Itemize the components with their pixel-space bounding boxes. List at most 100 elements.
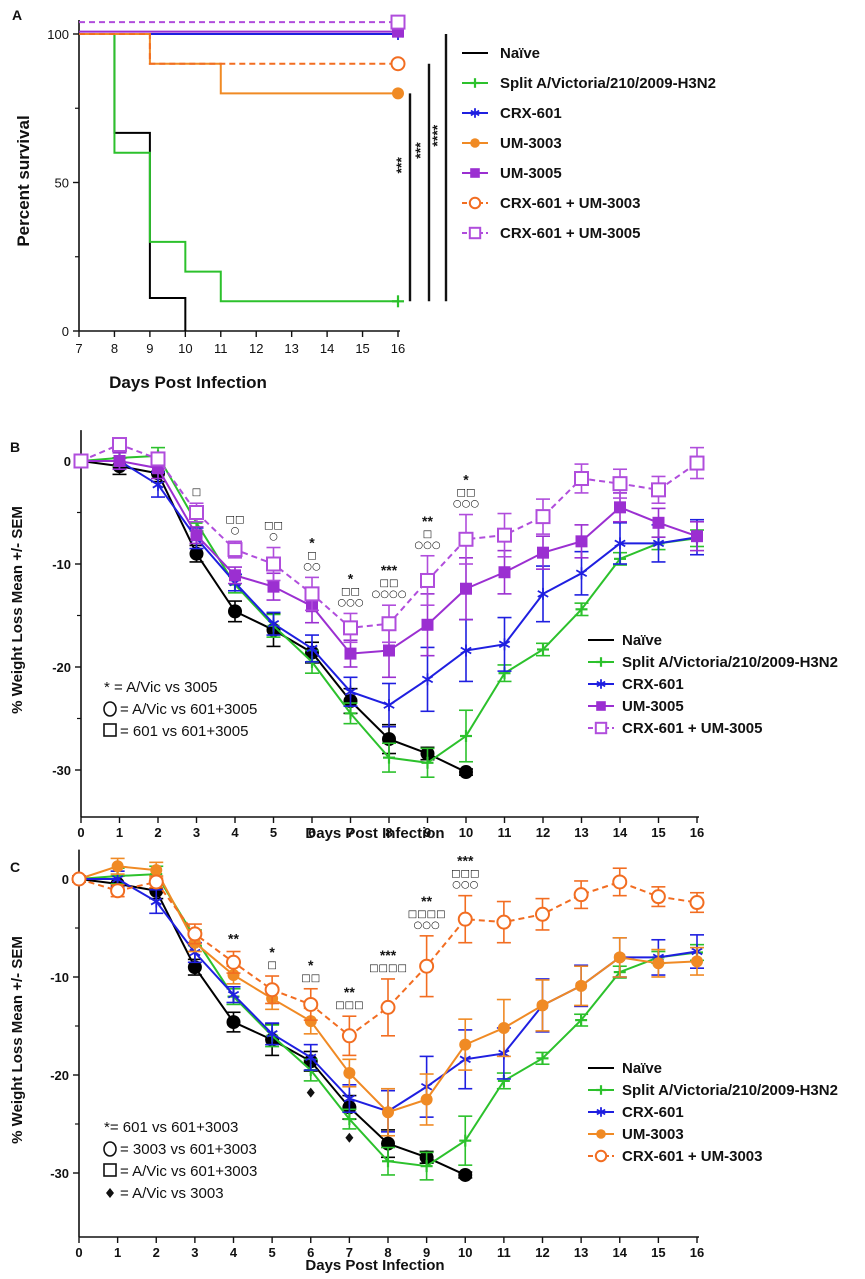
panel-c-xtick-label: 0	[75, 1245, 82, 1260]
panel-c-point-crx601-arm	[266, 1030, 278, 1038]
panel-c-point-combo3003	[187, 926, 203, 942]
panel-b-point-um3005-sq	[537, 546, 549, 559]
panel-b-point-crx601-arm	[152, 480, 164, 489]
panel-c-point-combo3003-ring	[71, 871, 87, 887]
panel-b-point-um3005	[460, 582, 472, 595]
panel-b-annotation-text: ○○○	[453, 499, 479, 510]
panel-b-point-crx601-arm	[306, 644, 318, 653]
panel-c-point-naive	[187, 960, 202, 975]
panel-c-point-crx601	[305, 1051, 317, 1064]
panel-c-point-combo3003-ring	[380, 999, 396, 1015]
panel-c-xtick-label: 1	[114, 1245, 121, 1260]
panel-c-ylabel: % Weight Loss Mean +/- SEM	[9, 936, 26, 1144]
panel-c-point-combo3003	[496, 914, 512, 930]
panel-c-point-split	[459, 1134, 472, 1147]
panel-c-legend-marker-combo3003	[594, 1149, 608, 1163]
panel-b-legend-label-crx601: CRX-601	[622, 676, 684, 693]
panel-c-point-naive	[226, 1015, 241, 1030]
panel-c-point-naive-dot	[458, 1167, 473, 1182]
panel-a-sig-stars: ***	[412, 142, 428, 159]
panel-c-point-combo3003	[226, 954, 241, 970]
panel-b-key-entry: = 601 vs 601+3005	[120, 723, 248, 740]
panel-b-point-um3005-sq	[383, 644, 395, 657]
panel-b-point-combo3005	[266, 556, 281, 572]
panel-a-line-um3003	[79, 33, 398, 95]
panel-b: B 0 1 2 3 4 5 6 7 8 9 10 11 12 13 14 15 160-10-20-30 Day…	[9, 430, 838, 842]
panel-c-axes: 0 1 2 3 4 5 6 7 8 9 10 11 12 13 14 15 160-10-20-30	[50, 849, 704, 1260]
panel-b-xtick-label: 14	[613, 825, 628, 840]
panel-a-legend-label-crx601: CRX-601	[500, 105, 562, 122]
panel-c-point-um3003-dot	[420, 1093, 433, 1106]
panel-c-ytick-label: 0	[62, 872, 69, 887]
panel-c-legend-label-um3003: UM-3003	[622, 1126, 684, 1143]
panel-c-point-um3003	[150, 864, 163, 877]
panel-b-point-crx601	[383, 699, 395, 712]
panel-b-point-combo3005-box	[381, 616, 397, 632]
panel-c-annotation-text: □□	[301, 973, 320, 984]
panel-c-key-entry: *= 601 vs 601+3003	[104, 1119, 238, 1136]
panel-a-significance: **********	[393, 34, 448, 302]
panel-b-point-combo3005-box	[189, 505, 204, 520]
panel-c-key-square-icon	[103, 1163, 117, 1177]
panel-c: C 0 1 2 3 4 5 6 7 8 9 10 11 12 13 14 15 160-10-20-30 Day…	[9, 849, 838, 1274]
panel-b-point-crx601-arm	[421, 675, 434, 684]
panel-c-annotation-text: ***	[457, 853, 474, 869]
panel-c-point-combo3003-ring	[419, 958, 435, 974]
panel-b-point-um3005-sq	[229, 569, 241, 582]
panel-a-legend-marker-um3005	[470, 168, 480, 178]
panel-b-point-combo3005-box	[458, 531, 474, 547]
panel-b-point-um3005	[537, 546, 549, 559]
panel-a: A 7 8 9 10 11 12 13 14 15 16 0 50 100 Days Post Infe…	[12, 7, 716, 392]
panel-c-annotations: ***□ *□□**□□□***□□□□**□□□□○○○***□□□○○○	[228, 853, 479, 1143]
panel-a-xtick-label: 10	[178, 341, 192, 356]
panel-c-point-crx601-arm	[150, 897, 162, 906]
panel-c-xtick-label: 15	[651, 1245, 665, 1260]
panel-b-point-combo3005	[651, 482, 666, 498]
panel-b-legend-label-um3005: UM-3005	[622, 698, 684, 715]
panel-c-point-um3003	[382, 1106, 394, 1119]
panel-b-xtick-label: 6	[308, 825, 315, 840]
panel-b-point-crx601	[498, 638, 511, 651]
panel-c-point-combo3003	[535, 906, 550, 922]
panel-b-legend-label-combo3005: CRX-601 + UM-3005	[622, 720, 762, 737]
panel-c-xtick-label: 13	[574, 1245, 588, 1260]
panel-c-point-um3003-dot	[304, 1015, 317, 1028]
panel-a-xlabel: Days Post Infection	[109, 373, 267, 392]
panel-b-annotation-text: ○○○	[414, 540, 440, 551]
panel-b-point-split	[575, 603, 588, 616]
panel-b-point-naive	[228, 604, 242, 619]
panel-b-legend-marker-um3005	[596, 701, 606, 711]
panel-c-annotation-text: **	[421, 893, 432, 909]
panel-b-point-crx601-arm	[344, 687, 357, 696]
panel-c-point-split	[382, 1155, 394, 1168]
panel-b-point-crx601-arm	[537, 590, 549, 598]
panel-a-ytick-label: 50	[55, 176, 69, 191]
panel-b-point-naive-dot	[228, 604, 242, 619]
panel-b-point-combo3005	[458, 531, 474, 547]
panel-c-annotation-text: *	[308, 957, 314, 973]
panel-b-legend-marker-combo3005-box	[594, 721, 608, 735]
panel-c-point-split	[343, 1113, 356, 1126]
panel-b-point-um3005	[614, 501, 626, 514]
panel-c-point-combo3003-ring	[303, 996, 319, 1012]
panel-c-point-naive-dot	[226, 1015, 241, 1030]
panel-b-point-um3005-sq	[190, 529, 203, 542]
panel-b-point-um3005-sq	[652, 516, 665, 529]
panel-c-legend-label-naive: Naïve	[622, 1060, 662, 1077]
panel-a-legend-marker-combo3003	[468, 196, 482, 210]
panel-b-annotation-text: *	[348, 570, 354, 586]
panel-c-annotation-text: ○○○	[452, 880, 478, 891]
panel-b-key-entry: * = A/Vic vs 3005	[104, 679, 218, 696]
panel-b-xtick-label: 2	[154, 825, 161, 840]
panel-c-xtick-label: 4	[230, 1245, 238, 1260]
panel-b-point-um3005	[652, 516, 665, 529]
panel-b-ytick-label: -10	[52, 557, 71, 572]
panel-b-annotation-text: ○○	[303, 561, 320, 572]
panel-c-point-um3003-dot	[382, 1106, 394, 1119]
panel-c-xtick-label: 16	[690, 1245, 704, 1260]
panel-b-xtick-label: 16	[690, 825, 704, 840]
panel-b-point-um3005	[267, 580, 280, 593]
panel-c-point-crx601	[343, 1092, 356, 1105]
panel-c-point-combo3003	[110, 883, 126, 899]
panel-b-point-combo3005-box	[343, 620, 358, 636]
